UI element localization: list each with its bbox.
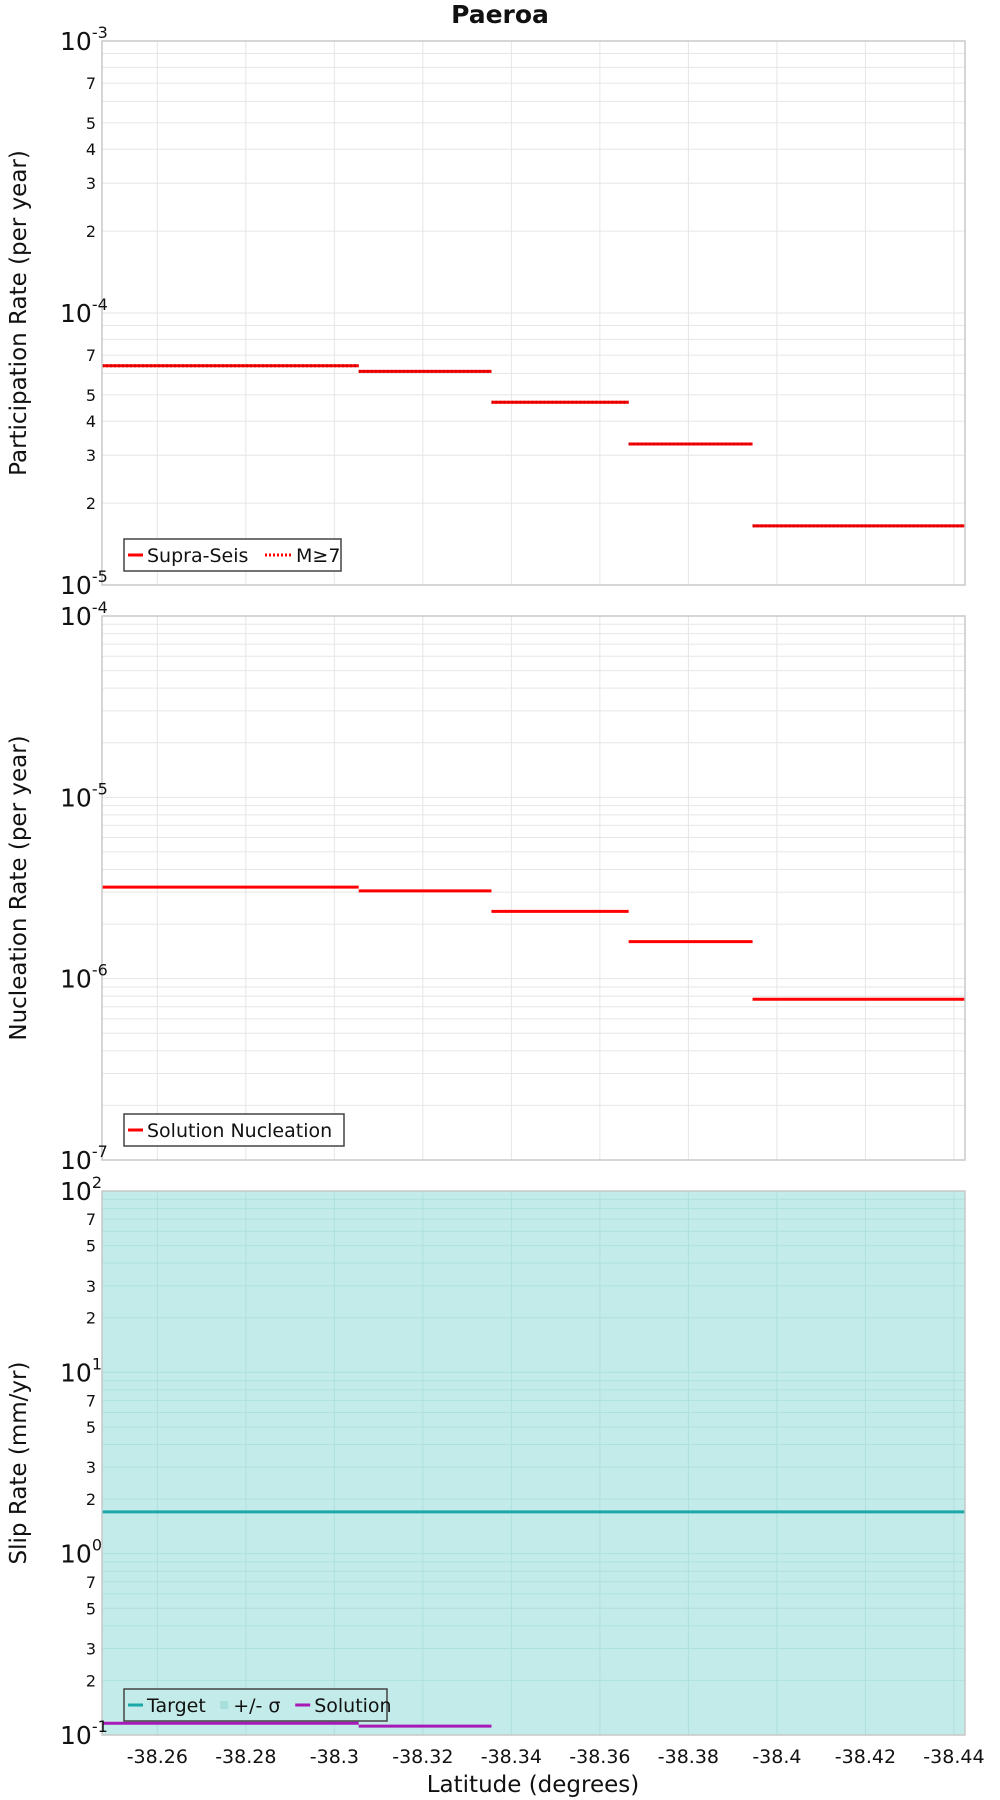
y-minor-tick-label: 5 [86,1237,96,1256]
legend: Solution Nucleation [123,1113,345,1147]
x-tick-label: -38.28 [215,1746,276,1768]
y-tick-label: 10-4 [60,598,108,631]
y-tick-label: 10-7 [60,1142,108,1175]
x-axis-label: Latitude (degrees) [427,1772,640,1798]
y-tick-label: 100 [60,1536,102,1569]
legend-label: Solution Nucleation [147,1120,332,1142]
y-tick-label: 10-3 [60,23,108,56]
y-minor-tick-label: 7 [86,346,96,365]
x-tick-label: -38.36 [569,1746,630,1768]
y-minor-tick-label: 4 [86,140,96,159]
y-minor-tick-label: 3 [86,446,96,465]
y-minor-tick-label: 5 [86,386,96,405]
y-minor-tick-label: 3 [86,1277,96,1296]
x-tick-label: -38.38 [658,1746,719,1768]
panel-participation: 10-5 10-4 10-3 2 3 4 5 7 2 3 4 5 7 Participation Rate… [6,23,966,600]
y-minor-tick-label: 2 [86,1671,96,1690]
y-minor-tick-label: 3 [86,174,96,193]
y-axis-label: Slip Rate (mm/yr) [6,1362,32,1565]
y-tick-label: 10-5 [60,779,108,812]
x-tick-label: -38.32 [392,1746,453,1768]
y-minor-tick-label: 5 [86,1418,96,1437]
y-minor-tick-label: 7 [86,1210,96,1229]
legend-box [123,1113,345,1147]
y-minor-tick-label: 7 [86,1573,96,1592]
x-tick-label: -38.4 [752,1746,801,1768]
y-minor-tick-label: 2 [86,1490,96,1509]
y-minor-tick-label: 2 [86,222,96,241]
legend-label: Supra-Seis [147,545,248,567]
y-minor-tick-label: 3 [86,1639,96,1658]
plot-frame [101,40,966,586]
y-minor-tick-label: 7 [86,74,96,93]
legend-label: Solution [314,1695,391,1717]
y-minor-tick-label: 2 [86,1309,96,1328]
y-axis-label: Nucleation Rate (per year) [6,735,32,1040]
chart-title: Paeroa [451,0,549,29]
y-axis-label: Participation Rate (per year) [6,150,32,476]
panel-slip: 10-1 100 101 102 2 3 5 7 2 3 5 7 2 3 5 7 Slip Rate (mm/y… [6,1173,985,1768]
y-tick-label: 10-5 [60,567,108,600]
y-minor-tick-label: 7 [86,1391,96,1410]
y-tick-label: 10-6 [60,961,108,994]
legend: Supra-Seis M≥7 [123,538,342,572]
y-minor-tick-label: 5 [86,1599,96,1618]
plot-frame [101,1190,966,1736]
legend-label: M≥7 [296,545,340,567]
legend-label: Target [146,1695,206,1717]
legend-label: +/- σ [233,1695,280,1717]
legend-box [123,538,342,572]
y-tick-label: 102 [60,1173,102,1206]
legend-box [123,1688,388,1722]
panel-nucleation: 10-7 10-6 10-5 10-4 Nucleation Rate (per yea… [6,598,966,1175]
x-tick-label: -38.44 [923,1746,984,1768]
x-tick-label: -38.26 [127,1746,188,1768]
sigma-band [102,1191,965,1735]
y-tick-label: 101 [60,1354,102,1387]
y-tick-label: 10-1 [60,1717,108,1750]
x-tick-label: -38.3 [310,1746,359,1768]
y-minor-tick-label: 5 [86,114,96,133]
y-minor-tick-label: 3 [86,1458,96,1477]
x-tick-label: -38.34 [481,1746,542,1768]
y-tick-label: 10-4 [60,295,108,328]
legend-swatch-band [220,1701,229,1709]
legend: Target +/- σ Solution [123,1688,392,1722]
plot-frame [101,615,966,1161]
y-minor-tick-label: 4 [86,412,96,431]
x-tick-label: -38.42 [835,1746,896,1768]
y-minor-tick-label: 2 [86,494,96,513]
